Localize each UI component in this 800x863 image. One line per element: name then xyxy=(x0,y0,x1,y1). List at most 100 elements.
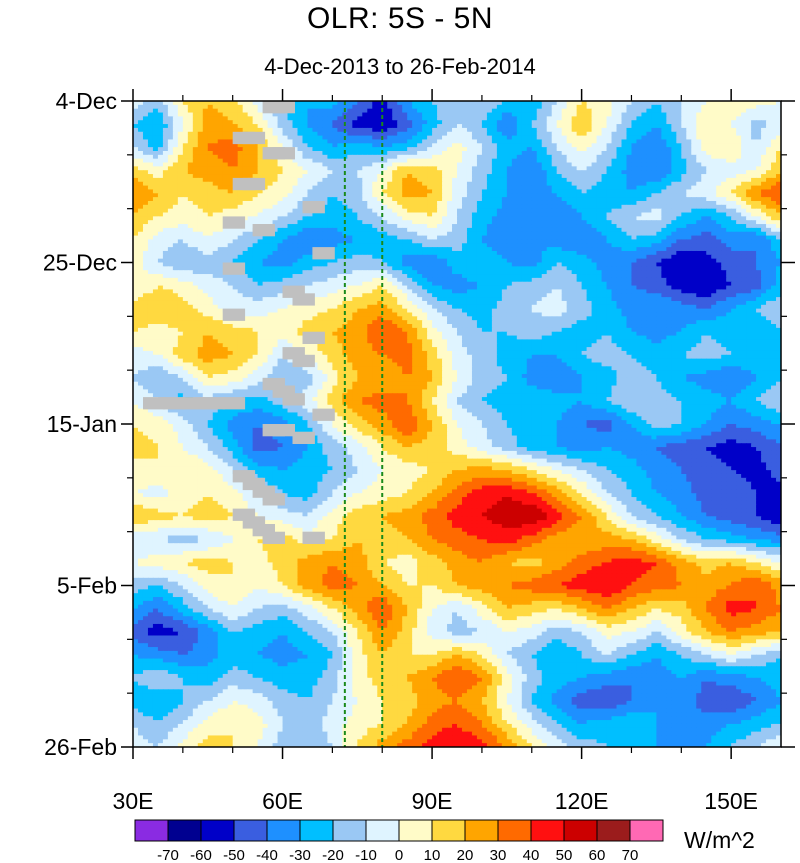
heatmap-cell xyxy=(232,101,239,106)
heatmap-cell xyxy=(656,224,662,229)
heatmap-cell xyxy=(491,150,498,156)
heatmap-cell xyxy=(297,158,304,164)
heatmap-cell xyxy=(337,150,343,156)
heatmap-cell xyxy=(551,212,558,217)
heatmap-cell xyxy=(297,231,304,237)
heatmap-cell xyxy=(686,224,692,229)
heatmap-cell xyxy=(736,220,742,225)
heatmap-cell xyxy=(516,108,523,114)
heatmap-cell xyxy=(641,127,648,133)
heatmap-cell xyxy=(471,162,478,167)
heatmap-cell xyxy=(277,162,284,167)
heatmap-cell xyxy=(501,158,508,164)
heatmap-cell xyxy=(766,243,772,248)
heatmap-cell xyxy=(776,189,781,194)
heatmap-cell xyxy=(556,166,563,171)
heatmap-cell xyxy=(447,154,453,160)
heatmap-cell xyxy=(332,189,338,194)
heatmap-cell xyxy=(232,147,239,152)
heatmap-cell xyxy=(412,162,418,167)
heatmap-cell xyxy=(601,124,608,129)
heatmap-cell xyxy=(516,239,523,244)
heatmap-cell xyxy=(511,120,518,125)
heatmap-cell xyxy=(616,124,623,129)
heatmap-cell xyxy=(696,200,702,206)
heatmap-cell xyxy=(656,162,662,167)
heatmap-cell xyxy=(606,170,613,175)
heatmap-cell xyxy=(591,243,598,248)
heatmap-cell xyxy=(746,143,752,148)
heatmap-cell xyxy=(202,166,209,171)
heatmap-cell xyxy=(447,104,453,110)
heatmap-cell xyxy=(631,166,638,171)
heatmap-cell xyxy=(182,124,189,129)
heatmap-cell xyxy=(561,216,568,221)
heatmap-cell xyxy=(267,139,274,144)
heatmap-cell xyxy=(746,154,752,160)
heatmap-cell xyxy=(332,127,338,133)
heatmap-cell xyxy=(407,139,413,144)
heatmap-cell xyxy=(536,170,543,175)
heatmap-cell xyxy=(756,189,762,194)
heatmap-cell xyxy=(596,150,603,156)
heatmap-cell xyxy=(197,243,204,248)
heatmap-cell xyxy=(302,166,309,171)
heatmap-cell xyxy=(452,101,458,106)
heatmap-cell xyxy=(182,204,189,210)
heatmap-cell xyxy=(247,220,254,225)
heatmap-cell xyxy=(536,104,543,110)
heatmap-cell xyxy=(681,158,687,164)
heatmap-cell xyxy=(152,116,159,121)
heatmap-cell xyxy=(387,235,393,241)
heatmap-cell xyxy=(561,120,568,125)
heatmap-cell xyxy=(212,150,219,156)
heatmap-cell xyxy=(257,147,264,152)
heatmap-cell xyxy=(651,204,657,210)
heatmap-cell xyxy=(601,235,608,241)
heatmap-cell xyxy=(302,181,309,187)
heatmap-cell xyxy=(551,227,558,233)
heatmap-cell xyxy=(237,127,244,133)
heatmap-cell xyxy=(222,154,229,160)
heatmap-cell xyxy=(387,170,393,175)
heatmap-cell xyxy=(392,154,398,160)
heatmap-cell xyxy=(641,170,648,175)
heatmap-cell xyxy=(461,208,468,214)
heatmap-cell xyxy=(317,189,324,194)
heatmap-cell xyxy=(511,174,518,179)
heatmap-cell xyxy=(262,181,269,187)
heatmap-cell xyxy=(272,170,279,175)
heatmap-cell xyxy=(137,116,144,121)
heatmap-cell xyxy=(262,139,269,144)
heatmap-cell xyxy=(636,139,643,144)
heatmap-cell xyxy=(187,170,194,175)
heatmap-cell xyxy=(332,235,338,241)
heatmap-cell xyxy=(776,135,781,141)
heatmap-cell xyxy=(162,193,169,198)
heatmap-cell xyxy=(621,193,628,198)
heatmap-cell xyxy=(452,212,458,217)
heatmap-cell xyxy=(332,135,338,141)
heatmap-cell xyxy=(217,204,224,210)
heatmap-cell xyxy=(516,177,523,183)
heatmap-cell xyxy=(481,227,488,233)
heatmap-cell xyxy=(671,193,677,198)
heatmap-cell xyxy=(317,227,324,233)
heatmap-cell xyxy=(177,158,184,164)
heatmap-cell xyxy=(182,108,189,114)
heatmap-cell xyxy=(566,143,573,148)
heatmap-cell xyxy=(611,166,618,171)
heatmap-cell xyxy=(177,204,184,210)
heatmap-cell xyxy=(352,243,358,248)
heatmap-cell xyxy=(147,204,154,210)
heatmap-cell xyxy=(332,220,338,225)
heatmap-cell xyxy=(481,181,488,187)
heatmap-cell xyxy=(232,166,239,171)
heatmap-cell xyxy=(152,200,159,206)
heatmap-cell xyxy=(187,185,194,191)
heatmap-cell xyxy=(133,166,139,171)
heatmap-cell xyxy=(481,101,488,106)
heatmap-cell xyxy=(342,104,348,110)
heatmap-cell xyxy=(671,170,677,175)
heatmap-cell xyxy=(212,101,219,106)
